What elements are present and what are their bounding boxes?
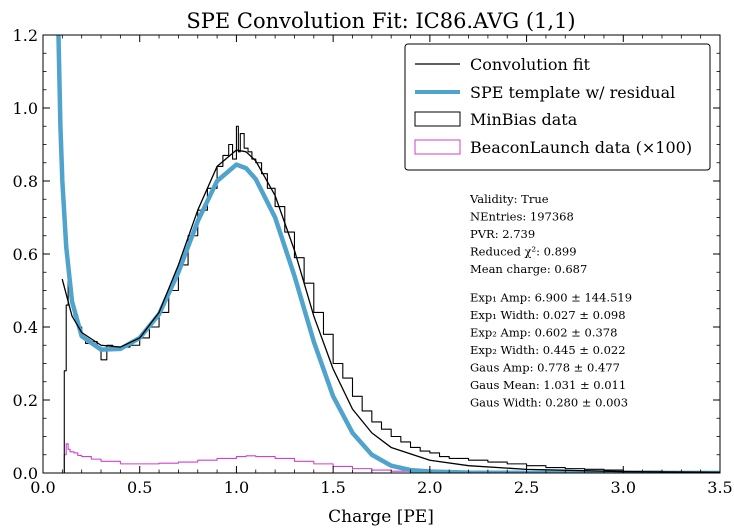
legend-label-beaconlaunch: BeaconLaunch data (×100) <box>470 138 692 157</box>
fit-stat-line: Exp₁ Amp: 6.900 ± 144.519 <box>470 291 632 305</box>
x-tick-label: 0.0 <box>30 478 55 497</box>
legend-label-minbias: MinBias data <box>470 110 578 129</box>
fit-stat-line: Exp₂ Amp: 0.602 ± 0.378 <box>470 326 617 340</box>
y-tick-label: 0.2 <box>13 391 38 410</box>
x-tick-label: 0.5 <box>127 478 152 497</box>
x-tick-label: 2.5 <box>514 478 539 497</box>
series-spe-template-w-residual <box>56 35 720 473</box>
fit-stat-line: Exp₁ Width: 0.027 ± 0.098 <box>470 308 626 322</box>
y-tick-label: 1.0 <box>13 99 38 118</box>
fit-stat-line: PVR: 2.739 <box>470 227 535 241</box>
axis-layer: 0.0 0.5 1.0 1.5 2.0 2.5 3.0 3.5 0.0 0.2 0.4 0.6 0.8 1… <box>13 26 733 497</box>
legend-label-convolution-fit: Convolution fit <box>470 55 591 74</box>
fit-stats-block: Validity: True NEntries: 197368 PVR: 2.739… <box>469 192 632 410</box>
legend-swatch-minbias <box>414 111 461 127</box>
x-tick-label: 3.0 <box>611 478 636 497</box>
legend: Convolution fit SPE template w/ residual… <box>404 43 711 171</box>
y-tick-label: 0.6 <box>13 245 38 264</box>
x-tick-label: 1.0 <box>224 478 249 497</box>
y-tick-label: 1.2 <box>13 26 38 45</box>
legend-swatch-beaconlaunch <box>414 139 461 155</box>
fit-stat-line: Validity: True <box>469 192 549 206</box>
x-axis-label: Charge [PE] <box>328 507 434 527</box>
fit-stat-line: Exp₂ Width: 0.445 ± 0.022 <box>470 343 626 357</box>
x-tick-label: 1.5 <box>320 478 345 497</box>
fit-stat-line: Gaus Mean: 1.031 ± 0.011 <box>470 378 626 392</box>
legend-frame <box>404 43 711 171</box>
legend-label-spe-template: SPE template w/ residual <box>470 83 675 102</box>
chart-title: SPE Convolution Fit: IC86.AVG (1,1) <box>186 9 575 33</box>
series-convolution-fit <box>61 149 720 473</box>
fit-stat-line: Gaus Amp: 0.778 ± 0.477 <box>470 361 620 375</box>
fit-stat-line: NEntries: 197368 <box>470 210 574 224</box>
y-tick-label: 0.8 <box>13 172 38 191</box>
x-tick-label: 3.5 <box>707 478 732 497</box>
series-beaconlaunch-data-100 <box>57 443 720 473</box>
fit-stat-line: Gaus Width: 0.280 ± 0.003 <box>470 396 628 410</box>
fit-stat-line: Reduced χ²: 0.899 <box>470 245 577 259</box>
y-tick-label: 0.4 <box>13 318 38 337</box>
fit-stat-line: Mean charge: 0.687 <box>470 262 587 276</box>
x-tick-label: 2.0 <box>417 478 442 497</box>
y-tick-label: 0.0 <box>13 464 38 483</box>
